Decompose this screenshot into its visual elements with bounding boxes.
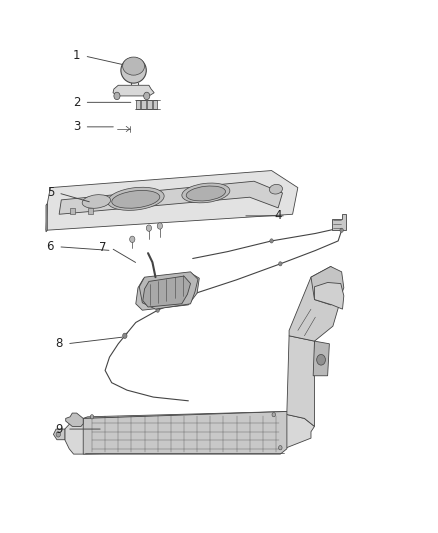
Polygon shape (136, 273, 199, 310)
Ellipse shape (186, 186, 226, 201)
Polygon shape (83, 411, 287, 454)
Polygon shape (332, 214, 346, 230)
Text: 2: 2 (73, 96, 81, 109)
Text: 1: 1 (73, 50, 81, 62)
Polygon shape (139, 272, 198, 309)
Ellipse shape (269, 184, 283, 194)
Polygon shape (113, 85, 154, 96)
Polygon shape (313, 341, 329, 376)
Polygon shape (143, 276, 191, 307)
Polygon shape (314, 282, 344, 309)
Circle shape (270, 239, 273, 243)
Bar (88, 208, 93, 214)
Circle shape (130, 236, 135, 243)
Circle shape (279, 446, 282, 450)
Circle shape (157, 223, 162, 229)
Ellipse shape (82, 195, 110, 208)
Bar (70, 208, 75, 214)
Text: 4: 4 (274, 209, 282, 222)
Circle shape (114, 92, 120, 100)
Bar (136, 100, 140, 109)
Circle shape (144, 92, 150, 100)
Circle shape (90, 415, 94, 419)
Polygon shape (59, 181, 283, 214)
Circle shape (56, 432, 60, 437)
Ellipse shape (182, 183, 230, 203)
Polygon shape (53, 429, 65, 440)
Bar (147, 100, 152, 109)
Text: 8: 8 (56, 337, 63, 350)
Text: 6: 6 (46, 240, 54, 253)
Ellipse shape (107, 187, 164, 211)
Polygon shape (46, 171, 298, 230)
Text: 9: 9 (55, 423, 63, 435)
Ellipse shape (123, 57, 145, 75)
Bar (141, 100, 146, 109)
Circle shape (123, 333, 127, 338)
Polygon shape (83, 336, 314, 426)
Circle shape (156, 308, 159, 312)
Bar (153, 100, 157, 109)
Polygon shape (66, 413, 83, 426)
Circle shape (340, 228, 343, 232)
Polygon shape (289, 266, 339, 341)
Circle shape (279, 262, 282, 266)
Ellipse shape (112, 190, 160, 208)
Text: 5: 5 (47, 187, 54, 199)
Circle shape (272, 413, 276, 417)
Circle shape (317, 354, 325, 365)
Circle shape (146, 225, 152, 231)
Text: 3: 3 (73, 120, 80, 133)
Polygon shape (311, 266, 344, 305)
Ellipse shape (121, 58, 146, 83)
Polygon shape (46, 204, 47, 232)
Text: 7: 7 (99, 241, 107, 254)
Polygon shape (65, 413, 314, 454)
